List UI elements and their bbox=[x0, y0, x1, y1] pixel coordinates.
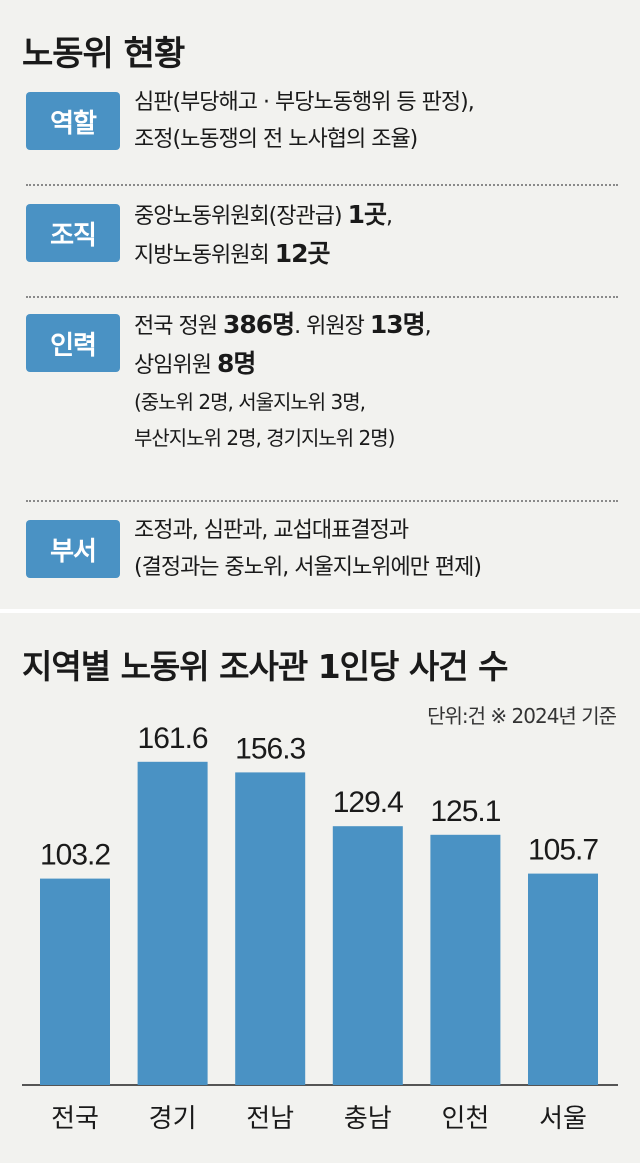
info-line: 지방노동위원회 12곳 bbox=[134, 239, 330, 268]
bar-value-label: 103.2 bbox=[40, 839, 110, 872]
bar-1 bbox=[137, 761, 208, 1085]
info-line: (결정과는 중노위, 서울지노위에만 편제) bbox=[134, 555, 482, 580]
info-title: 노동위 현황 bbox=[22, 34, 185, 74]
bar-3 bbox=[332, 826, 403, 1085]
info-line: 상임위원 8명 bbox=[134, 349, 256, 378]
bar-5 bbox=[528, 873, 598, 1085]
info-description: 조정과, 심판과, 교섭대표결정과 (결정과는 중노위, 서울지노위에만 편제) bbox=[134, 512, 618, 586]
chart-unit-note: 단위:건 ※ 2024년 기준 bbox=[427, 704, 617, 728]
info-description: 중앙노동위원회(장관급) 1곳, 지방노동위원회 12곳 bbox=[134, 196, 618, 274]
info-badge-role: 역할 bbox=[26, 92, 120, 150]
info-description: 전국 정원 386명. 위원장 13명, 상임위원 8명 (중노위 2명, 서울지노… bbox=[134, 306, 618, 456]
bar-4 bbox=[430, 834, 501, 1085]
category-label: 인천 bbox=[441, 1104, 489, 1134]
dotted-divider bbox=[26, 184, 618, 186]
bar-value-label: 129.4 bbox=[333, 786, 403, 819]
info-line: 조정(노동쟁의 전 노사협의 조율) bbox=[134, 127, 418, 152]
info-badge-organization: 조직 bbox=[26, 204, 120, 262]
info-badge-department: 부서 bbox=[26, 520, 120, 578]
bar-value-label: 156.3 bbox=[235, 732, 305, 765]
info-description: 심판(부당해고 · 부당노동행위 등 판정), 조정(노동쟁의 전 노사협의 조율… bbox=[134, 84, 618, 158]
info-line: 전국 정원 386명. 위원장 13명, bbox=[134, 310, 432, 339]
dotted-divider bbox=[26, 500, 618, 502]
bar-2 bbox=[235, 772, 306, 1085]
info-line: 조정과, 심판과, 교섭대표결정과 bbox=[134, 518, 409, 543]
category-label: 전남 bbox=[246, 1104, 294, 1134]
info-badge-staff: 인력 bbox=[26, 314, 120, 372]
info-line: 심판(부당해고 · 부당노동행위 등 판정), bbox=[134, 90, 475, 115]
category-label: 전국 bbox=[51, 1104, 99, 1134]
info-line: 중앙노동위원회(장관급) 1곳, bbox=[134, 200, 393, 229]
section-divider bbox=[0, 609, 640, 613]
info-line: 부산지노위 2명, 경기지노위 2명) bbox=[134, 426, 395, 450]
category-label: 경기 bbox=[149, 1104, 197, 1134]
category-label: 충남 bbox=[344, 1104, 392, 1134]
bar-0 bbox=[40, 878, 110, 1085]
chart-title: 지역별 노동위 조사관 1인당 사건 수 bbox=[22, 647, 508, 686]
info-line: (중노위 2명, 서울지노위 3명, bbox=[134, 390, 366, 414]
category-label: 서울 bbox=[539, 1104, 587, 1134]
bar-value-label: 161.6 bbox=[138, 722, 208, 755]
bar-value-label: 105.7 bbox=[528, 834, 598, 867]
dotted-divider bbox=[26, 296, 618, 298]
bar-value-label: 125.1 bbox=[430, 795, 500, 828]
